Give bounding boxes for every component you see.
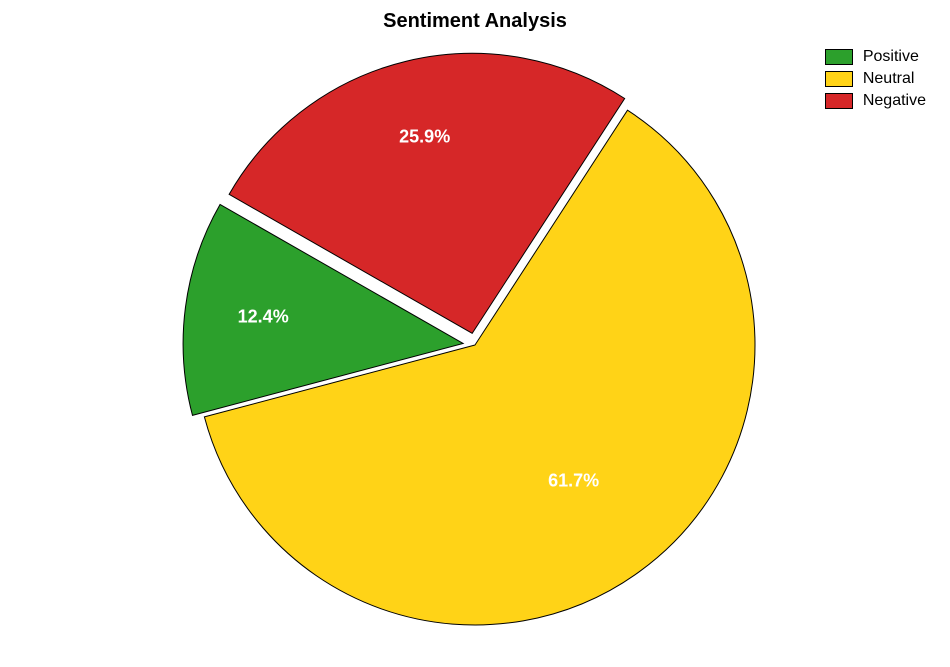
legend-label-negative: Negative	[863, 92, 926, 110]
legend-swatch-positive	[825, 49, 853, 65]
legend-label-neutral: Neutral	[863, 70, 915, 88]
legend-label-positive: Positive	[863, 48, 919, 66]
slice-label-neutral: 61.7%	[548, 471, 599, 492]
legend-swatch-negative	[825, 93, 853, 109]
legend: Positive Neutral Negative	[825, 48, 926, 114]
slice-label-negative: 25.9%	[399, 127, 450, 148]
pie-chart	[0, 0, 950, 662]
slice-label-positive: 12.4%	[238, 307, 289, 328]
legend-swatch-neutral	[825, 71, 853, 87]
legend-item-positive: Positive	[825, 48, 926, 66]
pie-svg	[0, 0, 950, 662]
legend-item-neutral: Neutral	[825, 70, 926, 88]
legend-item-negative: Negative	[825, 92, 926, 110]
